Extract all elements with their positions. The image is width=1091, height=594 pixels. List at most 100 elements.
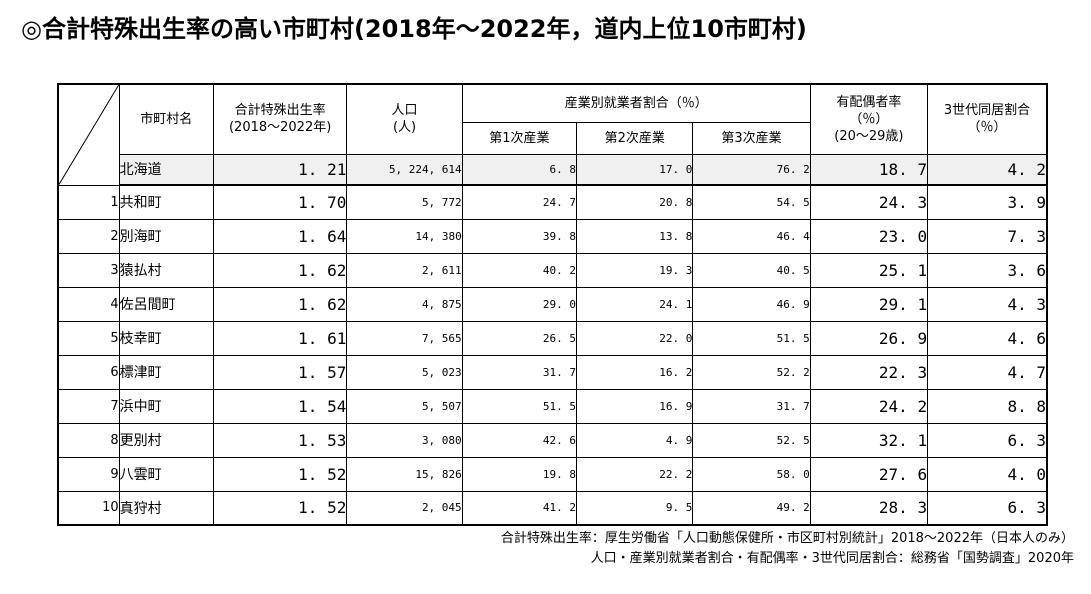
header-population: 人口 (人) bbox=[346, 83, 463, 155]
header-row-1: 市町村名 合計特殊出生率 (2018～2022年) 人口 (人) 産業別就業者割… bbox=[57, 83, 1048, 186]
header-tfr-line1: 合計特殊出生率 bbox=[234, 103, 326, 119]
rank-cell: 4 bbox=[57, 286, 120, 322]
married-rate-cell: 26. 9 bbox=[809, 320, 929, 356]
secondary-industry-cell: 19. 3 bbox=[576, 252, 694, 288]
table-row: 10 真狩村 1. 52 2, 045 41. 2 9. 5 49. 2 28.… bbox=[57, 490, 1048, 526]
tfr-cell: 1. 70 bbox=[212, 184, 348, 220]
secondary-industry-cell: 4. 9 bbox=[576, 422, 694, 458]
source-note-census: 人口・産業別就業者割合・有配偶率・3世代同居割合：総務省「国勢調査」2020年 bbox=[590, 550, 1074, 566]
three-gen-cell: 4. 2 bbox=[927, 153, 1048, 186]
three-gen-cell: 3. 6 bbox=[927, 252, 1048, 288]
tfr-cell: 1. 61 bbox=[212, 320, 348, 356]
tertiary-industry-cell: 49. 2 bbox=[692, 490, 811, 526]
secondary-industry-cell: 24. 1 bbox=[576, 286, 694, 322]
tfr-cell: 1. 54 bbox=[212, 388, 348, 424]
secondary-industry-cell: 16. 2 bbox=[576, 354, 694, 390]
table-row: 9 八雲町 1. 52 15, 826 19. 8 22. 2 58. 0 27… bbox=[57, 456, 1048, 492]
population-cell: 7, 565 bbox=[346, 320, 463, 356]
married-rate-cell: 32. 1 bbox=[809, 422, 929, 458]
table-body: 1 共和町 1. 70 5, 772 24. 7 20. 8 54. 5 24.… bbox=[57, 184, 1048, 526]
header-row-2: 第1次産業 第2次産業 第3次産業 bbox=[58, 121, 1047, 155]
primary-industry-cell: 51. 5 bbox=[461, 388, 578, 424]
tertiary-industry-cell: 54. 5 bbox=[692, 184, 811, 220]
married-rate-cell: 29. 1 bbox=[809, 286, 929, 322]
header-secondary-industry: 第2次産業 bbox=[576, 121, 694, 155]
population-cell: 3, 080 bbox=[346, 422, 463, 458]
tfr-cell: 1. 52 bbox=[212, 456, 348, 492]
population-cell: 2, 045 bbox=[346, 490, 463, 526]
rank-cell: 9 bbox=[57, 456, 120, 492]
tfr-cell: 1. 62 bbox=[212, 286, 348, 322]
tfr-cell: 1. 21 bbox=[212, 153, 348, 186]
population-cell: 5, 023 bbox=[346, 354, 463, 390]
municipality-cell: 佐呂間町 bbox=[118, 286, 214, 322]
secondary-industry-cell: 22. 2 bbox=[576, 456, 694, 492]
primary-industry-cell: 42. 6 bbox=[461, 422, 578, 458]
married-rate-cell: 25. 1 bbox=[809, 252, 929, 288]
table-row: 8 更別村 1. 53 3, 080 42. 6 4. 9 52. 5 32. … bbox=[57, 422, 1048, 458]
header-municipality: 市町村名 bbox=[118, 83, 214, 155]
table-row: 3 猿払村 1. 62 2, 611 40. 2 19. 3 40. 5 25.… bbox=[57, 252, 1048, 288]
secondary-industry-cell: 9. 5 bbox=[576, 490, 694, 526]
header-industry-group: 産業別就業者割合（％） bbox=[461, 83, 811, 123]
three-gen-cell: 4. 7 bbox=[927, 354, 1048, 390]
municipality-cell: 共和町 bbox=[118, 184, 214, 220]
header-population-line1: 人口 bbox=[391, 103, 418, 119]
header-three-gen: 3世代同居割合 （％） bbox=[927, 83, 1048, 155]
source-notes: 合計特殊出生率：厚生労働省「人口動態保健所・市区町村別統計」2018～2022年… bbox=[501, 529, 1074, 568]
primary-industry-cell: 31. 7 bbox=[461, 354, 578, 390]
header-tfr: 合計特殊出生率 (2018～2022年) bbox=[212, 83, 348, 155]
three-gen-cell: 8. 8 bbox=[927, 388, 1048, 424]
tfr-cell: 1. 52 bbox=[212, 490, 348, 526]
secondary-industry-cell: 20. 8 bbox=[576, 184, 694, 220]
municipality-cell: 枝幸町 bbox=[118, 320, 214, 356]
hokkaido-summary-row: 北海道 1. 21 5, 224, 614 6. 8 17. 0 76. 2 1… bbox=[58, 153, 1048, 186]
source-note-fertility: 合計特殊出生率：厚生労働省「人口動態保健所・市区町村別統計」2018～2022年… bbox=[500, 531, 1074, 546]
header-three-gen-line2: （％） bbox=[967, 120, 1007, 136]
tfr-cell: 1. 62 bbox=[212, 252, 348, 288]
table-row: 6 標津町 1. 57 5, 023 31. 7 16. 2 52. 2 22.… bbox=[57, 354, 1048, 390]
tertiary-industry-cell: 46. 4 bbox=[692, 218, 811, 254]
population-cell: 15, 826 bbox=[346, 456, 463, 492]
table-row: 4 佐呂間町 1. 62 4, 875 29. 0 24. 1 46. 9 29… bbox=[57, 286, 1048, 322]
married-rate-cell: 22. 3 bbox=[809, 354, 929, 390]
tertiary-industry-cell: 31. 7 bbox=[692, 388, 811, 424]
tertiary-industry-cell: 76. 2 bbox=[692, 153, 811, 186]
population-cell: 14, 380 bbox=[346, 218, 463, 254]
rank-cell: 10 bbox=[57, 490, 120, 526]
tfr-cell: 1. 57 bbox=[212, 354, 348, 390]
rank-cell: 2 bbox=[57, 218, 120, 254]
primary-industry-cell: 39. 8 bbox=[461, 218, 578, 254]
married-rate-cell: 27. 6 bbox=[809, 456, 929, 492]
secondary-industry-cell: 13. 8 bbox=[576, 218, 694, 254]
municipality-cell: 真狩村 bbox=[118, 490, 214, 526]
married-rate-cell: 18. 7 bbox=[809, 153, 929, 186]
fertility-rate-table: 市町村名 合計特殊出生率 (2018～2022年) 人口 (人) 産業別就業者割… bbox=[57, 83, 1048, 526]
three-gen-cell: 4. 6 bbox=[927, 320, 1048, 356]
header-three-gen-line1: 3世代同居割合 bbox=[943, 103, 1031, 119]
table-row: 5 枝幸町 1. 61 7, 565 26. 5 22. 0 51. 5 26.… bbox=[57, 320, 1048, 356]
rank-cell: 3 bbox=[57, 252, 120, 288]
three-gen-cell: 4. 0 bbox=[927, 456, 1048, 492]
primary-industry-cell: 26. 5 bbox=[461, 320, 578, 356]
tertiary-industry-cell: 52. 2 bbox=[692, 354, 811, 390]
three-gen-cell: 6. 3 bbox=[927, 490, 1048, 526]
tfr-cell: 1. 53 bbox=[212, 422, 348, 458]
primary-industry-cell: 41. 2 bbox=[461, 490, 578, 526]
header-population-line2: (人) bbox=[392, 120, 417, 136]
municipality-cell: 別海町 bbox=[118, 218, 214, 254]
header-married-line1: 有配偶者率 bbox=[836, 94, 902, 110]
three-gen-cell: 6. 3 bbox=[927, 422, 1048, 458]
municipality-cell: 標津町 bbox=[118, 354, 214, 390]
rank-cell: 6 bbox=[57, 354, 120, 390]
corner-diagonal-cell bbox=[57, 83, 120, 186]
tertiary-industry-cell: 51. 5 bbox=[692, 320, 811, 356]
tertiary-industry-cell: 46. 9 bbox=[692, 286, 811, 322]
municipality-cell: 猿払村 bbox=[118, 252, 214, 288]
tertiary-industry-cell: 52. 5 bbox=[692, 422, 811, 458]
header-tertiary-industry: 第3次産業 bbox=[692, 121, 811, 155]
three-gen-cell: 4. 3 bbox=[927, 286, 1048, 322]
tertiary-industry-cell: 58. 0 bbox=[692, 456, 811, 492]
primary-industry-cell: 40. 2 bbox=[461, 252, 578, 288]
